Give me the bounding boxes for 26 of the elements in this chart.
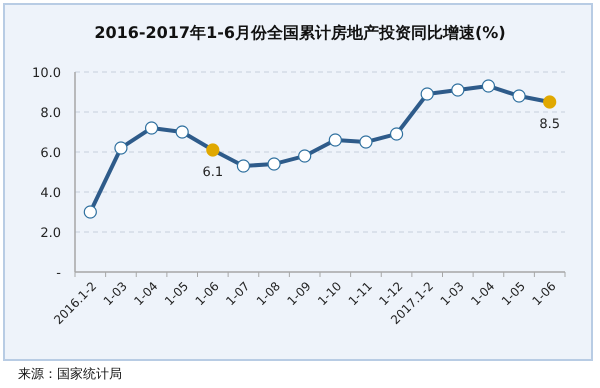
- point: [84, 205, 97, 219]
- point: [543, 95, 556, 109]
- point: [420, 87, 434, 101]
- source-note: 来源：国家统计局: [18, 366, 122, 382]
- point: [206, 143, 220, 157]
- chart-title: 2016-2017年1-6月份全国累计房地产投资同比增速(%): [94, 23, 506, 42]
- point: [144, 121, 158, 135]
- y-tick-label: 4.0: [40, 186, 61, 201]
- point: [390, 127, 404, 141]
- point: [298, 149, 312, 163]
- y-tick-label: 10.0: [32, 66, 61, 81]
- y-tick-label: 6.0: [40, 146, 61, 161]
- y-tick-label: 2.0: [40, 226, 61, 241]
- point: [267, 157, 281, 171]
- point: [451, 83, 464, 97]
- point: [176, 125, 189, 139]
- data-label: 6.1: [202, 165, 224, 180]
- y-tick-label: 8.0: [40, 106, 61, 121]
- y-tick-label: -: [56, 266, 62, 281]
- point: [236, 159, 250, 173]
- point: [482, 79, 496, 93]
- point: [328, 133, 342, 147]
- point: [359, 135, 373, 149]
- point: [512, 89, 526, 103]
- point: [114, 141, 128, 155]
- data-label: 8.5: [539, 117, 560, 132]
